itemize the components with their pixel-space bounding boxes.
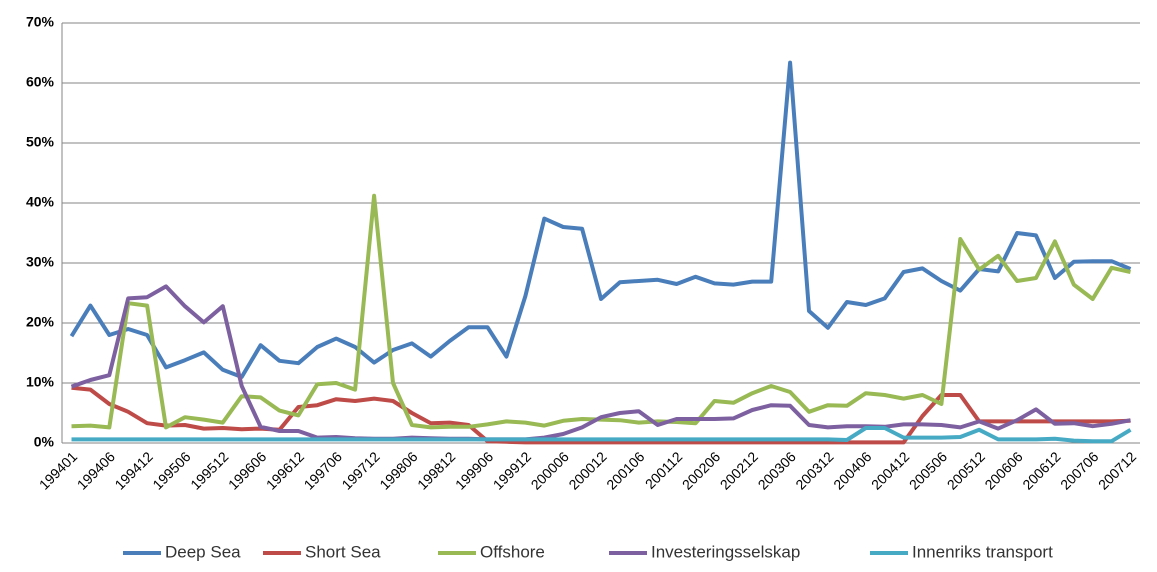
y-tick-label: 40% [26, 194, 55, 210]
y-tick-label: 20% [26, 314, 55, 330]
x-tick-label: 200012 [565, 448, 609, 492]
x-tick-label: 200706 [1057, 448, 1101, 492]
x-tick-label: 200306 [755, 448, 799, 492]
y-tick-label: 0% [34, 434, 55, 450]
x-tick-label: 199706 [301, 448, 345, 492]
series-line [71, 193, 1131, 430]
series-line [71, 385, 1131, 445]
x-tick-label: 200312 [792, 448, 836, 492]
legend-label: Deep Sea [165, 542, 241, 561]
x-tick-label: 199512 [187, 448, 231, 492]
x-tick-label: 199712 [338, 448, 382, 492]
x-tick-label: 200606 [981, 448, 1025, 492]
y-tick-label: 70% [26, 14, 55, 30]
x-tick-label: 199506 [149, 448, 193, 492]
legend-label: Short Sea [305, 542, 381, 561]
x-tick-label: 200712 [1095, 448, 1139, 492]
legend-label: Innenriks transport [912, 542, 1053, 561]
x-tick-label: 200112 [642, 448, 686, 492]
x-tick-label: 199912 [490, 448, 534, 492]
x-tick-label: 199906 [452, 448, 496, 492]
x-tick-label: 199806 [376, 448, 420, 492]
x-tick-label: 200406 [830, 448, 874, 492]
x-tick-label: 200412 [868, 448, 912, 492]
x-tick-label: 199406 [74, 448, 118, 492]
x-tick-label: 200612 [1019, 448, 1063, 492]
legend-label: Investeringsselskap [651, 542, 800, 561]
y-tick-label: 30% [26, 254, 55, 270]
x-tick-label: 200506 [906, 448, 950, 492]
x-tick-label: 199401 [36, 448, 80, 492]
x-tick-label: 199412 [111, 448, 155, 492]
series-line [70, 284, 1131, 442]
x-tick-label: 200106 [603, 448, 647, 492]
x-tick-label: 199612 [263, 448, 307, 492]
x-tick-label: 200206 [679, 448, 723, 492]
legend-label: Offshore [480, 542, 545, 561]
y-tick-label: 50% [26, 134, 55, 150]
x-tick-label: 200212 [717, 448, 761, 492]
x-tick-label: 199606 [225, 448, 269, 492]
x-tick-label: 199812 [414, 448, 458, 492]
y-tick-label: 10% [26, 374, 55, 390]
x-tick-label: 200006 [528, 448, 572, 492]
x-tick-label: 200512 [944, 448, 988, 492]
series-line [71, 426, 1132, 444]
y-tick-label: 60% [26, 74, 55, 90]
